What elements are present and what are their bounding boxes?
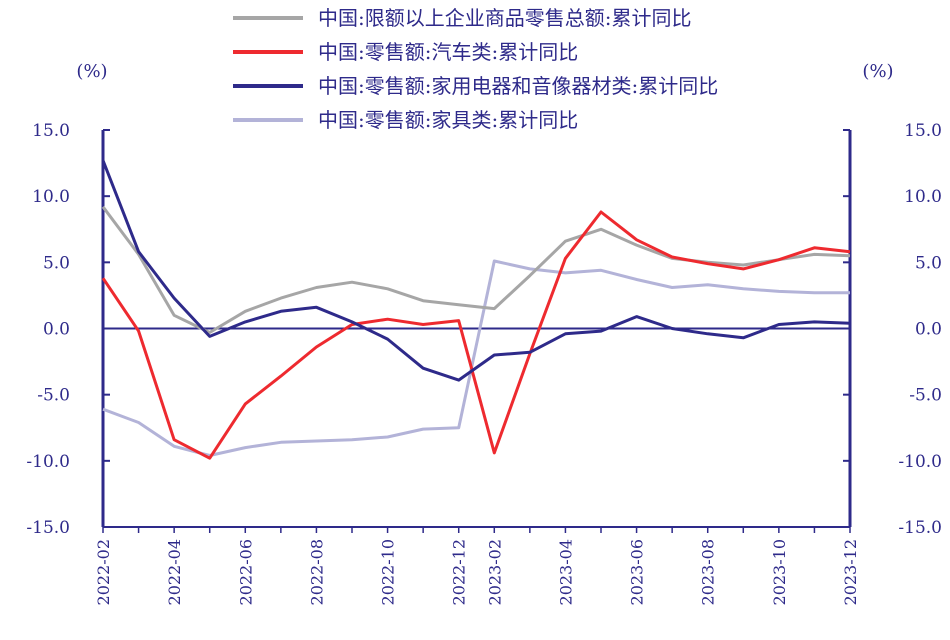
left-tick-label: 10.0	[32, 187, 70, 207]
x-tick-label: 2022-08	[307, 539, 326, 605]
legend-label: 中国:零售额:家具类:累计同比	[318, 108, 578, 132]
axes: (%) (%) 15.0 10.0 5.0 0.0 -5.0 -10.0 -15.0 15.0 10…	[26, 61, 942, 605]
x-tick-label: 2022-04	[165, 539, 184, 605]
x-tick-label: 2023-12	[841, 539, 860, 605]
left-tick-label: -5.0	[37, 386, 70, 406]
right-tick-label: 15.0	[904, 121, 942, 141]
x-tick-label: 2022-06	[236, 539, 255, 605]
right-tick-label: 0.0	[915, 320, 942, 340]
x-tick-label: 2022-02	[94, 539, 113, 605]
x-tick-label: 2023-04	[556, 539, 575, 605]
x-tick-label: 2023-06	[628, 539, 647, 605]
x-tick-label: 2023-10	[770, 539, 789, 605]
right-axis-unit: (%)	[862, 61, 893, 82]
left-axis-unit: (%)	[76, 61, 107, 82]
series-lines	[101, 159, 851, 460]
left-tick-label: -10.0	[26, 452, 70, 472]
series-line-3	[102, 259, 850, 457]
x-tick-label: 2023-02	[485, 539, 504, 605]
legend-label: 中国:零售额:家用电器和音像器材类:累计同比	[318, 74, 718, 98]
right-tick-label: 10.0	[904, 187, 942, 207]
series-line-1	[101, 210, 851, 460]
right-tick-label: -10.0	[898, 452, 942, 472]
x-tick-label: 2023-08	[699, 539, 718, 605]
right-tick-label: -15.0	[898, 518, 942, 538]
left-tick-label: 15.0	[32, 121, 70, 141]
right-tick-label: -5.0	[909, 386, 942, 406]
left-tick-label: 5.0	[43, 253, 70, 273]
x-tick-label: 2022-12	[450, 539, 469, 605]
left-tick-label: -15.0	[26, 518, 70, 538]
series-line-0	[101, 205, 851, 334]
x-tick-label: 2022-10	[379, 539, 398, 605]
legend: 中国:限额以上企业商品零售总额:累计同比中国:零售额:汽车类:累计同比中国:零售…	[233, 6, 718, 132]
series-line-2	[101, 159, 851, 382]
left-tick-label: 0.0	[43, 320, 70, 340]
legend-label: 中国:限额以上企业商品零售总额:累计同比	[318, 6, 691, 30]
right-tick-label: 5.0	[915, 253, 942, 273]
legend-label: 中国:零售额:汽车类:累计同比	[318, 40, 578, 64]
